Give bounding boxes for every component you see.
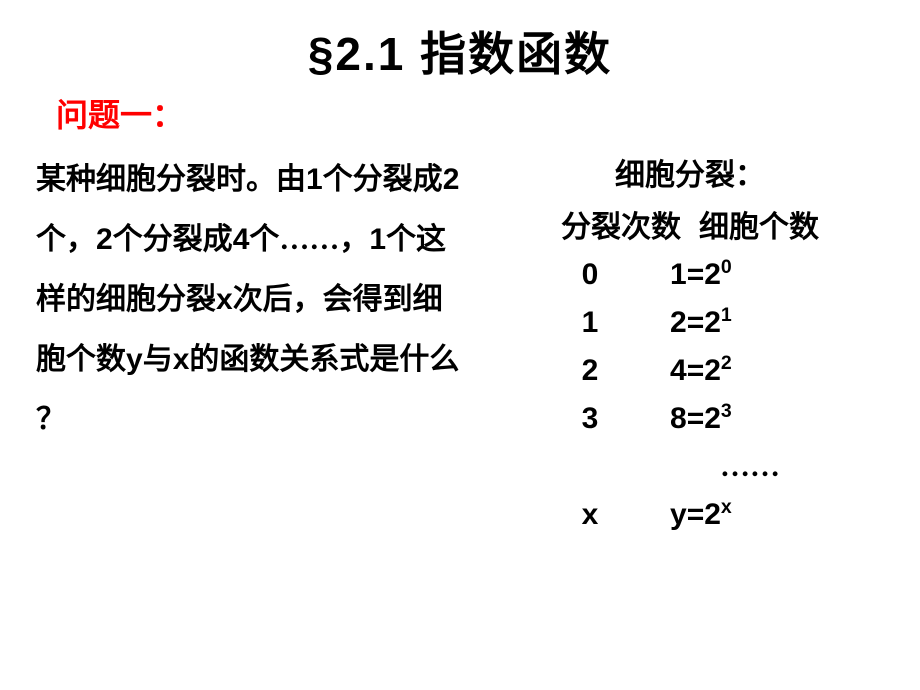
var-y: y: [126, 343, 143, 376]
table-row-final: x y=2x: [490, 498, 890, 532]
page-title: §2.1 指数函数: [0, 0, 920, 84]
cell-count: 1=20: [650, 258, 890, 292]
table-title: 细胞分裂：: [490, 150, 890, 194]
power-exp: 0: [721, 256, 732, 278]
text-fragment: 个分裂成: [113, 223, 233, 256]
header-times: 分裂次数: [561, 211, 681, 244]
cell-count: y=2x: [650, 498, 890, 532]
var-x: x: [216, 283, 233, 316]
power-base: 2: [704, 306, 721, 339]
value: 4: [670, 354, 687, 387]
power-exp: 3: [721, 400, 732, 422]
value: 8: [670, 402, 687, 435]
cell-division-table: 细胞分裂： 分裂次数细胞个数 0 1=20 1 2=21 2 4=22 3 8=…: [490, 150, 890, 546]
var-y: y: [670, 498, 687, 531]
table-row: 1 2=21: [490, 306, 890, 340]
number-four: 4: [233, 223, 250, 256]
title-section-number: §2.1: [308, 28, 406, 80]
cell-count: 2=21: [650, 306, 890, 340]
table-row: 0 1=20: [490, 258, 890, 292]
text-fragment: 某种细胞分裂时。由: [36, 163, 306, 196]
table-row: 2 4=22: [490, 354, 890, 388]
question-label: 问题一：: [56, 90, 184, 136]
number-two: 2: [443, 163, 460, 196]
power-exp: 1: [721, 304, 732, 326]
text-fragment: 个，: [36, 223, 96, 256]
value: 2: [670, 306, 687, 339]
cell-times: 3: [490, 402, 650, 436]
cell-times: x: [490, 498, 650, 532]
table-row: 3 8=23: [490, 402, 890, 436]
text-fragment: 个分裂成: [323, 163, 443, 196]
cell-times: 1: [490, 306, 650, 340]
cell-times: 0: [490, 258, 650, 292]
header-count: 细胞个数: [699, 211, 819, 244]
number-one: 1: [306, 163, 323, 196]
power-base: 2: [704, 354, 721, 387]
cell-count: 4=22: [650, 354, 890, 388]
var-x: x: [173, 343, 190, 376]
ellipsis-row: ……: [490, 450, 890, 484]
cell-count: 8=23: [650, 402, 890, 436]
problem-paragraph: 某种细胞分裂时。由1个分裂成2个，2个分裂成4个……，1个这样的细胞分裂x次后，…: [36, 150, 466, 450]
value: 1: [670, 258, 687, 291]
power-base: 2: [704, 258, 721, 291]
table-headers: 分裂次数细胞个数: [490, 202, 890, 246]
text-fragment: 个……，: [249, 223, 369, 256]
title-text: 指数函数: [420, 28, 612, 80]
power-exp: 2: [721, 352, 732, 374]
text-fragment: 与: [143, 343, 173, 376]
number-two: 2: [96, 223, 113, 256]
power-base: 2: [704, 402, 721, 435]
power-exp: x: [721, 496, 732, 518]
power-base: 2: [704, 498, 721, 531]
cell-times: 2: [490, 354, 650, 388]
number-one: 1: [369, 223, 386, 256]
